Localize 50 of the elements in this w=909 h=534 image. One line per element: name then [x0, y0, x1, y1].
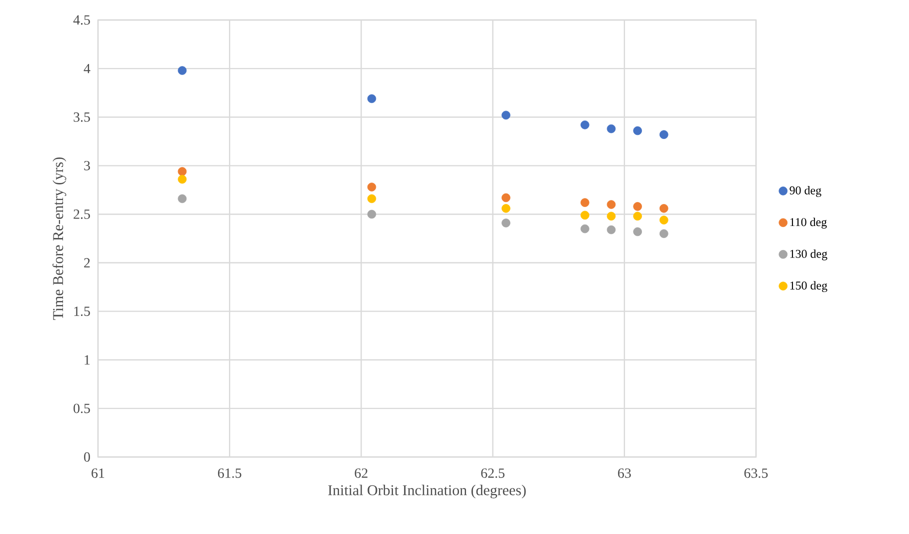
y-tick-label: 1 — [84, 355, 90, 364]
point — [633, 227, 642, 236]
x-tick-label: 62.5 — [481, 468, 504, 478]
point — [580, 224, 590, 234]
point — [633, 126, 642, 136]
point — [367, 194, 376, 204]
point — [178, 194, 187, 204]
point — [367, 94, 376, 104]
point — [367, 182, 376, 192]
x-axis-title: Initial Orbit Inclination (degrees) — [328, 484, 526, 498]
point — [502, 110, 510, 120]
y-tick-label: 4 — [84, 64, 90, 74]
point — [606, 200, 616, 209]
point — [502, 193, 510, 202]
point — [660, 216, 668, 224]
point — [660, 130, 668, 139]
legend-label: 90 deg — [790, 186, 822, 197]
y-tick-label: 1.5 — [74, 306, 90, 316]
x-tick-label: 62 — [354, 468, 368, 478]
point — [367, 210, 376, 219]
point — [633, 202, 642, 211]
point — [660, 204, 668, 213]
legend-label: 150 deg — [790, 281, 828, 292]
point — [580, 198, 590, 207]
y-axis-title: Time Before Re-entry (yrs) — [52, 157, 66, 320]
y-tick-label: 3.5 — [74, 112, 90, 122]
point — [606, 124, 616, 134]
point — [502, 204, 510, 213]
y-tick-label: 3 — [84, 160, 90, 170]
point — [660, 229, 668, 238]
y-tick-label: 0 — [84, 452, 90, 462]
point — [178, 174, 187, 184]
x-tick-label: 61 — [92, 468, 104, 478]
point — [633, 212, 642, 221]
x-tick-label: 63 — [618, 468, 631, 478]
point — [502, 218, 510, 228]
point — [606, 212, 616, 221]
point — [606, 225, 616, 234]
y-tick-label: 2 — [84, 258, 90, 268]
legend-label: 130 deg — [790, 249, 828, 260]
legend-label: 110 deg — [790, 218, 827, 229]
x-tick-label: 63.5 — [744, 468, 768, 478]
point — [580, 210, 590, 220]
y-tick-label: 0.5 — [74, 404, 90, 414]
point — [178, 66, 187, 75]
point — [178, 167, 187, 176]
y-tick-label: 2.5 — [74, 210, 90, 219]
y-tick-label: 4.5 — [73, 15, 90, 25]
point — [580, 120, 590, 130]
x-tick-label: 61.5 — [218, 468, 242, 478]
